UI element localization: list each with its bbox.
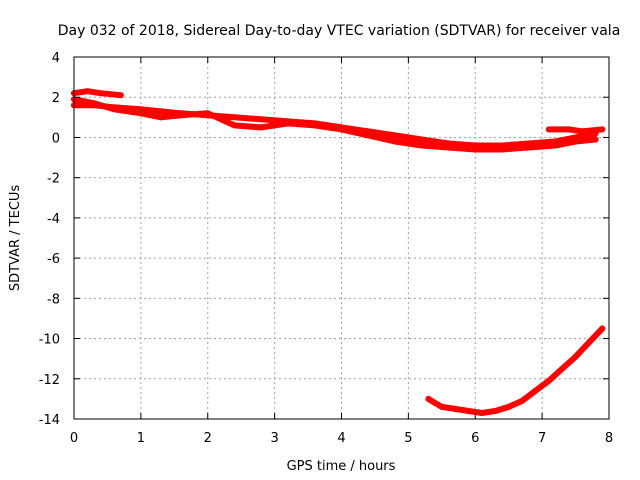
chart-title: Day 032 of 2018, Sidereal Day-to-day VTE… <box>58 23 621 39</box>
data-point <box>157 108 164 115</box>
x-tick-label: 5 <box>404 431 412 446</box>
data-point <box>532 387 539 394</box>
x-tick-label: 6 <box>471 431 479 446</box>
data-point <box>425 395 432 402</box>
y-tick-label: 0 <box>52 131 60 146</box>
data-point <box>559 365 566 372</box>
y-tick-label: -6 <box>47 252 60 267</box>
grid <box>74 57 609 419</box>
data-point <box>579 128 586 135</box>
series-line-early-segment <box>71 88 124 99</box>
y-tick-label: -4 <box>47 212 60 227</box>
data-point <box>117 92 124 99</box>
x-tick-label: 8 <box>605 431 613 446</box>
data-point <box>111 106 118 113</box>
x-tick-label: 0 <box>70 431 78 446</box>
data-series <box>71 88 606 416</box>
x-tick-label: 3 <box>270 431 278 446</box>
data-point <box>204 110 211 117</box>
data-point <box>572 138 579 145</box>
data-point <box>452 405 459 412</box>
data-point <box>472 146 479 153</box>
data-point <box>231 122 238 129</box>
y-tick-label: -8 <box>47 292 60 307</box>
data-point <box>505 403 512 410</box>
data-point <box>445 144 452 151</box>
data-point <box>392 138 398 145</box>
data-point <box>285 120 291 127</box>
x-axis-label: GPS time / hours <box>287 459 396 474</box>
data-point <box>91 100 98 107</box>
data-point <box>418 136 425 143</box>
data-point <box>178 112 184 119</box>
series-line-upper-track-b <box>71 96 599 153</box>
axis-ticks: 0 1 2 3 4 5 6 7 8 4 2 0 -2 -4 -6 -8 -10 -12 -14 <box>39 51 613 446</box>
data-point <box>418 142 425 149</box>
data-point <box>572 353 579 360</box>
data-point <box>525 144 532 151</box>
data-point <box>492 407 499 414</box>
data-point <box>438 403 445 410</box>
y-tick-label: -14 <box>39 413 60 428</box>
y-tick-label: -12 <box>39 373 60 388</box>
data-point <box>519 397 526 404</box>
data-point <box>157 114 164 121</box>
data-point <box>478 409 485 416</box>
data-point <box>231 114 238 121</box>
data-point <box>565 126 572 133</box>
data-point <box>84 88 91 95</box>
y-tick-label: -2 <box>47 172 60 187</box>
data-point <box>311 122 318 129</box>
y-tick-label: 2 <box>52 91 60 106</box>
y-tick-label: 4 <box>52 51 60 66</box>
y-axis-label: SDTVAR / TECUs <box>8 185 23 292</box>
data-point <box>365 132 372 139</box>
data-point <box>552 142 559 149</box>
x-tick-label: 4 <box>337 431 345 446</box>
data-point <box>258 116 265 123</box>
x-tick-label: 2 <box>204 431 212 446</box>
data-point <box>465 407 472 414</box>
data-point <box>592 136 599 143</box>
data-point <box>392 132 398 139</box>
y-tick-label: -10 <box>39 333 60 348</box>
data-point <box>545 126 552 133</box>
x-tick-label: 1 <box>137 431 145 446</box>
x-tick-label: 7 <box>538 431 546 446</box>
data-point <box>545 377 552 384</box>
data-point <box>258 124 265 131</box>
data-point <box>137 110 144 117</box>
data-point <box>338 126 345 133</box>
data-point <box>599 325 606 332</box>
data-point <box>585 339 592 346</box>
data-point <box>599 126 606 133</box>
data-point <box>499 146 505 153</box>
series-line-lower-track <box>425 325 606 416</box>
series-line-late-segment <box>545 126 606 135</box>
data-point <box>97 90 104 97</box>
